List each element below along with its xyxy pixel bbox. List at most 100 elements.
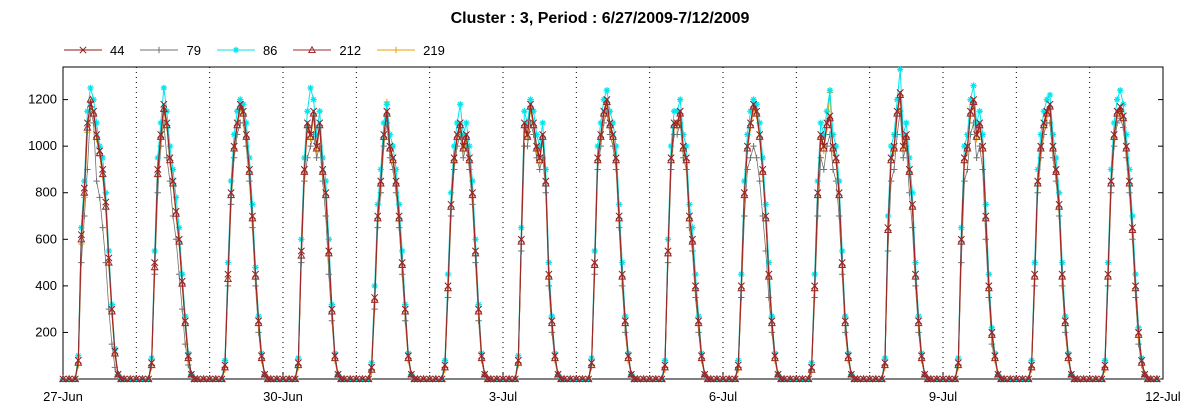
series-marker [747,154,754,162]
series-marker [157,119,164,127]
series-marker [544,272,553,280]
series-marker [756,119,763,127]
series-marker [230,131,238,138]
series-86 [59,66,1161,383]
series-marker [718,374,728,383]
series-marker [242,132,251,140]
series-marker [744,131,751,138]
legend-item-44: 44 [62,43,124,58]
series-marker [753,101,760,108]
series-marker [447,189,455,196]
series-marker [871,374,880,383]
y-tick-label: 800 [35,185,57,200]
series-marker [193,374,202,383]
series-marker [392,166,400,173]
series-marker [392,46,400,54]
series-marker [330,353,339,362]
series-marker [477,353,486,362]
series-marker [1107,179,1116,187]
x-tick-label: 9-Jul [929,389,957,404]
series-marker [514,358,523,366]
series-marker [304,108,311,115]
series-marker [893,96,901,103]
series-marker [1107,166,1115,173]
series-marker [603,87,611,94]
series-marker [107,307,116,315]
series-marker [1123,131,1130,138]
series-marker [457,101,464,108]
series-marker [99,224,106,231]
series-marker [740,190,749,199]
series-marker [257,353,266,362]
series-marker [254,318,263,327]
series-marker [312,144,321,152]
series-marker [96,194,103,201]
series-marker [606,108,614,115]
series-marker [169,166,177,173]
series-marker [440,363,449,371]
series-marker [523,132,532,140]
series-marker [374,201,381,208]
x-tick-label: 12-Jul [1145,389,1181,404]
series-marker [826,87,834,94]
series-marker [498,374,508,383]
series-marker [835,190,844,199]
series-marker [352,374,361,383]
series-marker [156,46,163,54]
series-marker [762,201,769,208]
series-marker [532,144,541,152]
series-marker [86,95,95,103]
y-tick-label: 600 [35,231,57,246]
series-marker [165,155,174,164]
series-marker [829,131,837,138]
series-marker [398,260,407,268]
series-marker [747,108,754,115]
series-marker [376,179,385,187]
series-marker [877,374,886,383]
series-marker [77,235,86,243]
series-marker [1079,374,1088,383]
series-marker [741,177,748,185]
series-marker [227,190,236,199]
series-marker [572,374,581,383]
legend-swatch [64,46,102,54]
series-marker [474,307,483,315]
series-marker [932,374,941,383]
series-marker [466,142,473,150]
series-marker [162,120,171,129]
series-marker [645,374,654,383]
series-marker [750,142,757,150]
series-marker [624,353,633,362]
series-marker [144,374,153,383]
series-marker [697,353,706,362]
series-marker [914,318,923,327]
x-tick-label: 3-Jul [489,389,517,404]
series-marker [605,120,614,129]
series-marker [1120,101,1127,108]
series-marker [1129,212,1136,220]
legend-swatch [293,45,332,54]
series-marker [984,283,993,292]
series-marker [303,120,312,129]
series-marker [737,283,746,292]
series-marker [909,189,916,196]
series-marker [1140,370,1149,378]
series-marker [1064,353,1073,362]
legend-swatch [216,46,255,54]
series-marker [1146,374,1155,383]
series-marker [859,374,868,383]
series-marker [618,259,626,266]
series-marker [905,167,914,175]
series-marker [752,109,761,117]
series-marker [300,167,309,175]
series-marker [465,155,474,164]
series-marker [621,318,630,327]
series-marker [759,154,766,162]
series-marker [725,374,734,383]
series-marker [233,108,241,115]
series-marker [187,370,196,378]
series-marker [154,154,161,162]
series-marker [829,166,837,173]
series-marker [542,166,549,173]
series-marker [99,154,106,162]
